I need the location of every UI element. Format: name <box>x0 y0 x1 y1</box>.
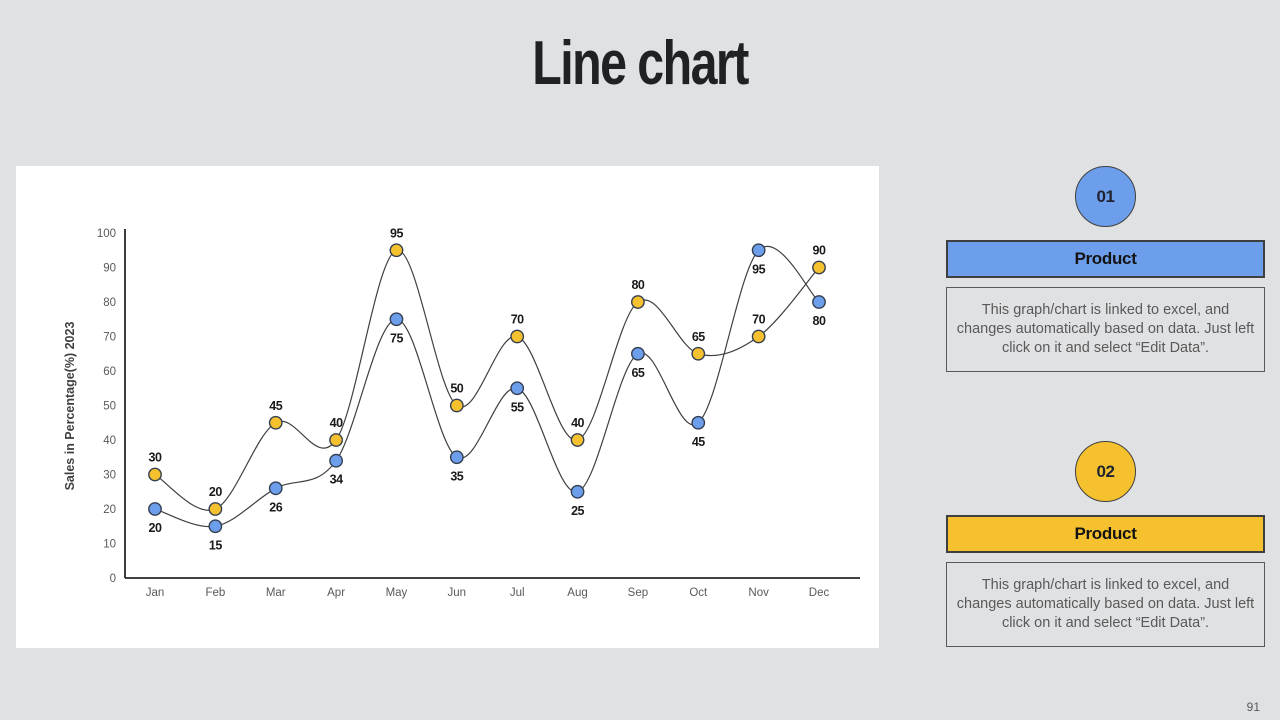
data-label: 70 <box>752 313 765 327</box>
y-tick-label: 70 <box>103 332 116 344</box>
card-1-number-badge: 01 <box>1075 166 1136 227</box>
data-label: 30 <box>149 451 162 465</box>
x-tick-label: Dec <box>809 587 830 599</box>
card-2-description: This graph/chart is linked to excel, and… <box>946 562 1265 647</box>
x-tick-label: Mar <box>266 587 286 599</box>
data-point <box>570 433 585 447</box>
data-label: 95 <box>390 226 403 240</box>
data-label: 15 <box>209 538 222 552</box>
product-card-2: 02 Product This graph/chart is linked to… <box>946 441 1265 647</box>
data-label: 45 <box>692 435 705 449</box>
data-point <box>449 450 464 465</box>
data-label: 20 <box>149 521 162 535</box>
x-tick-label: Nov <box>748 587 769 599</box>
data-point <box>268 481 283 496</box>
data-label: 80 <box>813 314 826 328</box>
x-tick-label: Aug <box>567 587 587 599</box>
data-label: 45 <box>269 399 282 413</box>
data-label: 75 <box>390 331 403 345</box>
data-point <box>148 467 162 482</box>
data-label: 95 <box>752 262 765 276</box>
card-2-number-badge: 02 <box>1075 441 1136 502</box>
y-tick-label: 30 <box>103 470 116 482</box>
data-label: 55 <box>511 400 524 414</box>
data-point <box>691 415 706 430</box>
data-point <box>691 346 706 361</box>
data-point <box>389 243 404 258</box>
data-label: 26 <box>269 500 282 514</box>
data-point <box>208 519 223 534</box>
data-point <box>329 453 343 468</box>
y-tick-label: 100 <box>97 228 116 240</box>
y-tick-label: 10 <box>103 539 116 551</box>
page-number: 91 <box>1246 700 1260 714</box>
data-label: 35 <box>450 469 463 483</box>
y-tick-label: 80 <box>103 297 116 309</box>
data-point <box>268 415 283 430</box>
data-label: 34 <box>330 473 343 487</box>
y-tick-label: 20 <box>103 504 116 516</box>
data-point <box>570 484 585 499</box>
y-tick-label: 90 <box>103 263 116 275</box>
y-tick-label: 60 <box>103 366 116 378</box>
data-point <box>812 295 826 309</box>
x-tick-label: Jun <box>448 587 467 599</box>
x-tick-label: May <box>386 587 408 599</box>
series-line <box>154 246 820 528</box>
series-line <box>154 249 820 511</box>
data-point <box>449 398 464 413</box>
y-tick-label: 0 <box>110 573 116 585</box>
data-point <box>751 243 766 258</box>
y-axis-title: Sales in Percentage(%) 2023 <box>63 322 77 491</box>
data-point <box>329 433 343 447</box>
line-chart[interactable]: 0 10 20 30 40 50 60 70 80 90 100 Jan Feb Mar Apr May Jun… <box>16 166 879 648</box>
data-point <box>510 381 525 396</box>
card-2-title-bar: Product <box>946 515 1265 553</box>
data-point <box>751 329 766 344</box>
data-point <box>631 295 645 309</box>
x-tick-label: Sep <box>628 587 648 599</box>
data-point <box>631 346 645 361</box>
data-label: 50 <box>450 382 463 396</box>
data-point <box>812 260 826 275</box>
y-tick-label: 50 <box>103 401 116 413</box>
x-tick-label: Jan <box>146 587 165 599</box>
data-point <box>208 502 223 516</box>
data-point <box>389 312 404 327</box>
product-card-1: 01 Product This graph/chart is linked to… <box>946 166 1265 372</box>
slide-title: Line chart <box>532 29 749 98</box>
card-1-description: This graph/chart is linked to excel, and… <box>946 287 1265 372</box>
data-label: 65 <box>631 366 644 380</box>
data-label: 25 <box>571 504 584 518</box>
card-1-title-bar: Product <box>946 240 1265 278</box>
x-tick-label: Feb <box>205 587 225 599</box>
data-label: 40 <box>571 416 584 430</box>
data-label: 20 <box>209 485 222 499</box>
data-point <box>510 329 525 344</box>
y-tick-label: 40 <box>103 435 116 447</box>
x-tick-label: Apr <box>327 587 345 599</box>
x-tick-label: Oct <box>689 587 708 599</box>
data-point <box>148 502 162 516</box>
chart-panel[interactable]: 0 10 20 30 40 50 60 70 80 90 100 Jan Feb Mar Apr May Jun… <box>16 166 879 648</box>
x-tick-label: Jul <box>510 587 525 599</box>
data-label: 40 <box>330 416 343 430</box>
data-label: 70 <box>511 313 524 327</box>
data-label: 65 <box>692 330 705 344</box>
data-label: 80 <box>631 278 644 292</box>
data-label: 90 <box>813 244 826 258</box>
